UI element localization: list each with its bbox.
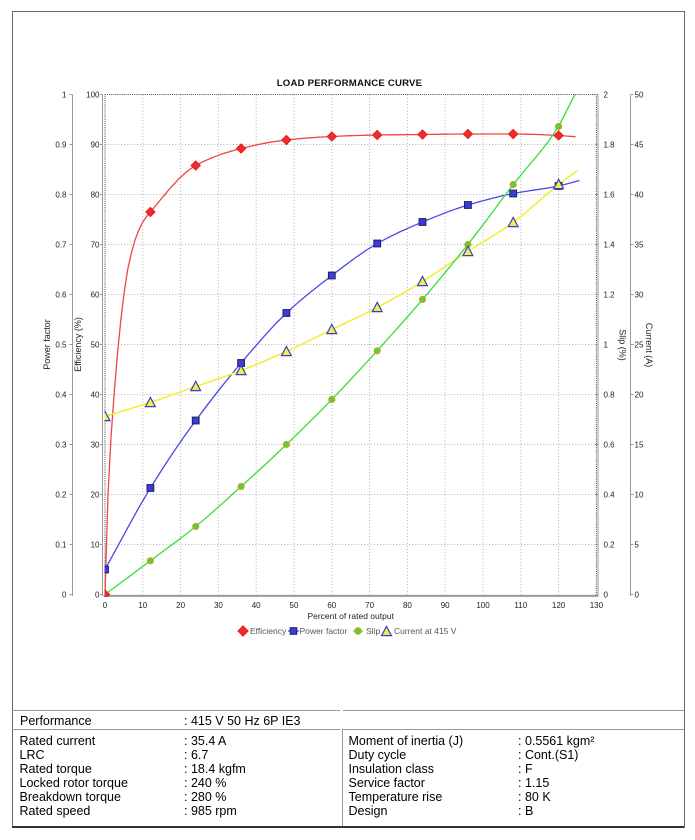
svg-text:Efficiency: Efficiency [250,626,287,636]
svg-text:15: 15 [635,440,644,449]
svg-text:60: 60 [91,290,100,299]
svg-text:0: 0 [635,590,640,599]
svg-text:0.3: 0.3 [55,440,67,449]
svg-text:0: 0 [604,590,609,599]
svg-text:0.1: 0.1 [55,540,67,549]
svg-text:0.2: 0.2 [55,490,67,499]
svg-text:90: 90 [91,140,100,149]
svg-text:70: 70 [365,601,374,610]
svg-text:0.4: 0.4 [55,390,67,399]
svg-text:0.4: 0.4 [604,490,616,499]
svg-text:20: 20 [91,490,100,499]
svg-text:30: 30 [214,601,223,610]
svg-text:10: 10 [91,540,100,549]
svg-text:60: 60 [327,601,336,610]
svg-text:0.8: 0.8 [55,190,67,199]
svg-text:Slip: Slip [366,626,380,636]
svg-text:1: 1 [62,90,67,99]
svg-text:1.2: 1.2 [604,290,616,299]
svg-text:100: 100 [476,601,490,610]
svg-text:Percent of rated output: Percent of rated output [307,611,394,621]
svg-text:Current (A): Current (A) [644,323,654,368]
svg-text:0.5: 0.5 [55,340,67,349]
svg-text:110: 110 [514,601,527,610]
svg-text:0.6: 0.6 [604,440,616,449]
svg-text:130: 130 [590,601,604,610]
svg-text:1: 1 [604,340,609,349]
svg-text:0: 0 [103,601,108,610]
svg-text:Slip (%): Slip (%) [618,329,628,361]
svg-text:0.7: 0.7 [55,240,67,249]
svg-text:0.8: 0.8 [604,390,616,399]
svg-text:30: 30 [635,290,644,299]
svg-text:1.6: 1.6 [604,190,616,199]
svg-text:50: 50 [91,340,100,349]
svg-text:40: 40 [252,601,261,610]
svg-text:1.8: 1.8 [604,140,616,149]
svg-text:2: 2 [604,90,609,99]
svg-text:Current at 415 V: Current at 415 V [394,626,457,636]
svg-text:50: 50 [290,601,299,610]
svg-text:30: 30 [91,440,100,449]
svg-text:50: 50 [635,90,644,99]
svg-text:0.2: 0.2 [604,540,616,549]
svg-text:Power factor: Power factor [300,626,348,636]
svg-text:20: 20 [635,390,644,399]
svg-text:80: 80 [403,601,412,610]
svg-text:0: 0 [95,590,100,599]
svg-text:40: 40 [635,190,644,199]
svg-text:5: 5 [635,540,640,549]
svg-text:0.9: 0.9 [55,140,67,149]
svg-text:90: 90 [441,601,450,610]
svg-text:40: 40 [91,390,100,399]
svg-text:100: 100 [86,90,100,99]
svg-text:LOAD PERFORMANCE CURVE: LOAD PERFORMANCE CURVE [277,78,423,89]
svg-text:1.4: 1.4 [604,240,616,249]
svg-text:10: 10 [635,490,644,499]
svg-text:0: 0 [62,590,67,599]
svg-text:0.6: 0.6 [55,290,67,299]
svg-text:120: 120 [552,601,566,610]
svg-text:45: 45 [635,140,644,149]
svg-text:Efficiency (%): Efficiency (%) [73,317,83,372]
svg-text:35: 35 [635,240,644,249]
svg-text:20: 20 [176,601,185,610]
svg-text:80: 80 [91,190,100,199]
svg-text:Power factor: Power factor [42,319,52,370]
svg-text:25: 25 [635,340,644,349]
svg-text:10: 10 [138,601,147,610]
svg-text:70: 70 [91,240,100,249]
